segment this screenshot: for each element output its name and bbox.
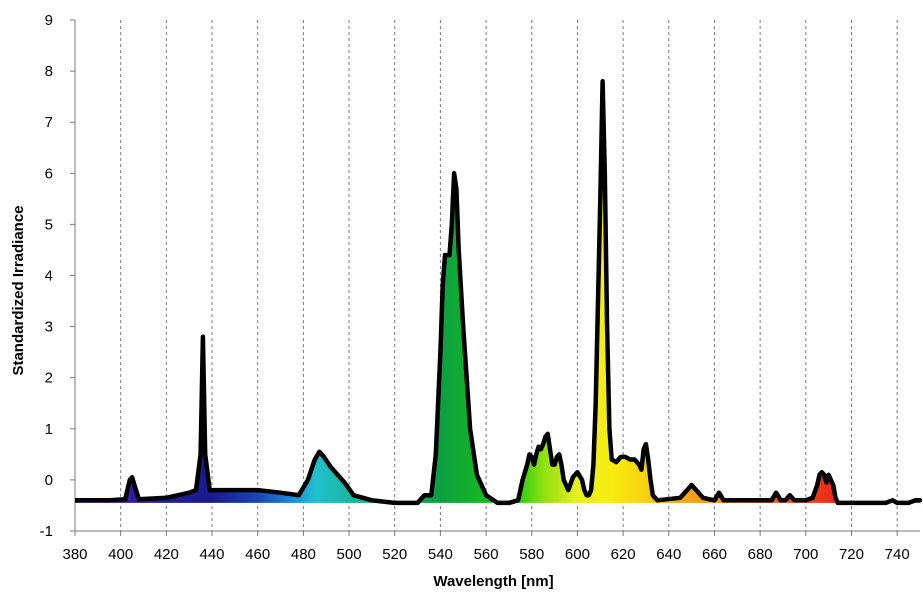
spectrum-series	[75, 79, 923, 506]
y-tick-label: 6	[45, 165, 53, 182]
spectrum-line	[75, 79, 923, 506]
x-tick-label: 700	[793, 546, 818, 563]
y-tick-label: 2	[45, 370, 53, 387]
x-tick-label: 420	[154, 546, 179, 563]
x-tick-label: 600	[565, 546, 590, 563]
x-tick-label: 440	[200, 546, 225, 563]
x-axis-title: Wavelength [nm]	[433, 573, 553, 590]
y-tick-label: 0	[45, 472, 53, 489]
x-tick-label: 520	[382, 546, 407, 563]
x-tick-label: 480	[291, 546, 316, 563]
x-tick-label: 640	[656, 546, 681, 563]
axes	[70, 19, 920, 536]
y-tick-label: -1	[40, 523, 53, 540]
y-tick-label: 4	[45, 268, 53, 285]
x-tick-label: 580	[519, 546, 544, 563]
x-tick-label: 620	[611, 546, 636, 563]
x-tick-label: 740	[885, 546, 910, 563]
x-tick-label: 680	[748, 546, 773, 563]
x-tick-label: 460	[245, 546, 270, 563]
x-tick-label: 500	[337, 546, 362, 563]
tick-labels: -1 0 1 2 3 4 5 6 7 8 9 380 400 420 440 460 480 500 520 540 5…	[40, 12, 910, 563]
y-tick-label: 8	[45, 63, 53, 80]
x-tick-label: 560	[474, 546, 499, 563]
y-tick-label: 9	[45, 12, 53, 29]
x-tick-label: 400	[108, 546, 133, 563]
y-axis-title: Standardized Irradiance	[10, 205, 27, 375]
y-tick-label: 5	[45, 216, 53, 233]
x-tick-label: 720	[839, 546, 864, 563]
x-tick-label: 380	[62, 546, 87, 563]
y-tick-label: 3	[45, 319, 53, 336]
y-tick-label: 7	[45, 114, 53, 131]
y-tick-label: 1	[45, 421, 53, 438]
x-tick-label: 540	[428, 546, 453, 563]
vertical-gridlines	[120, 20, 898, 531]
x-tick-label: 660	[702, 546, 727, 563]
